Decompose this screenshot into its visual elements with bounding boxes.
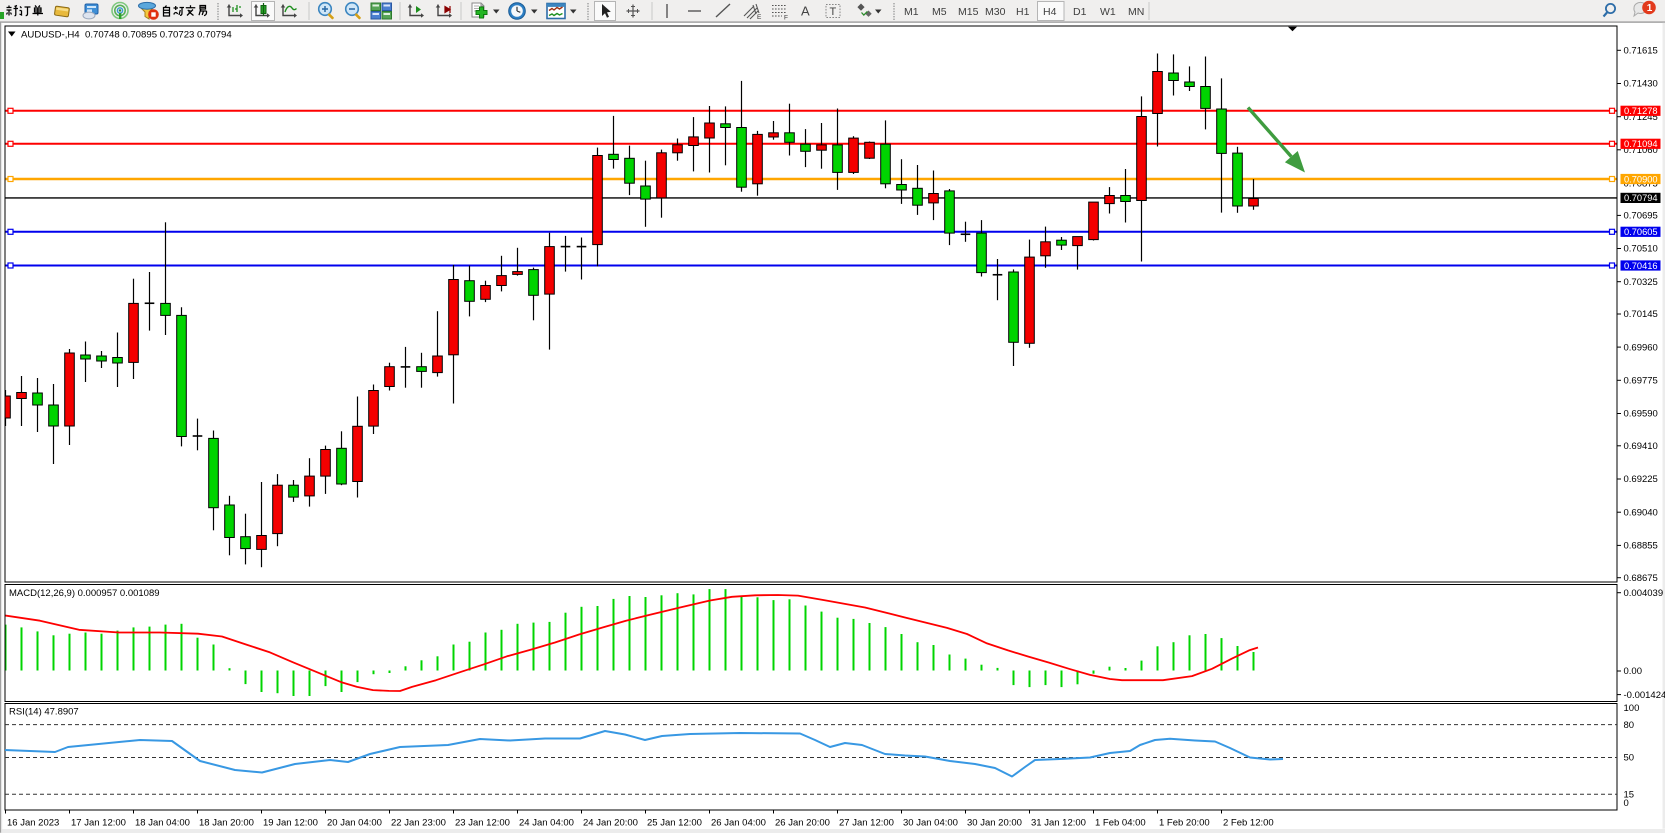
svg-text:1 Feb 20:00: 1 Feb 20:00 — [1159, 818, 1210, 829]
svg-text:25 Jan 12:00: 25 Jan 12:00 — [647, 818, 702, 829]
svg-text:M5: M5 — [932, 6, 947, 18]
svg-text:18 Jan 04:00: 18 Jan 04:00 — [135, 818, 190, 829]
svg-text:M1: M1 — [904, 6, 919, 18]
svg-text:26 Jan 04:00: 26 Jan 04:00 — [711, 818, 766, 829]
svg-text:30 Jan 20:00: 30 Jan 20:00 — [967, 818, 1022, 829]
svg-text:24 Jan 04:00: 24 Jan 04:00 — [519, 818, 574, 829]
svg-text:15: 15 — [1624, 790, 1635, 801]
svg-text:M30: M30 — [985, 6, 1006, 18]
svg-text:-0.001424: -0.001424 — [1624, 690, 1665, 701]
svg-text:0.69960: 0.69960 — [1624, 342, 1658, 353]
svg-text:31 Jan 12:00: 31 Jan 12:00 — [1031, 818, 1086, 829]
svg-text:0.70695: 0.70695 — [1624, 211, 1658, 222]
svg-text:T: T — [830, 6, 837, 18]
svg-text:2 Feb 12:00: 2 Feb 12:00 — [1223, 818, 1274, 829]
svg-text:19 Jan 12:00: 19 Jan 12:00 — [263, 818, 318, 829]
svg-text:AUDUSD-,H4: AUDUSD-,H4 — [21, 29, 80, 40]
svg-text:80: 80 — [1624, 720, 1635, 731]
svg-text:0.69225: 0.69225 — [1624, 474, 1658, 485]
svg-text:30 Jan 04:00: 30 Jan 04:00 — [903, 818, 958, 829]
svg-text:1 Feb 04:00: 1 Feb 04:00 — [1095, 818, 1146, 829]
svg-text:20 Jan 04:00: 20 Jan 04:00 — [327, 818, 382, 829]
svg-text:E: E — [757, 14, 762, 21]
svg-text:H1: H1 — [1016, 6, 1030, 18]
svg-text:0.69590: 0.69590 — [1624, 409, 1658, 420]
svg-text:0.70748 0.70895 0.70723 0.7079: 0.70748 0.70895 0.70723 0.70794 — [85, 29, 232, 40]
svg-text:24 Jan 20:00: 24 Jan 20:00 — [583, 818, 638, 829]
svg-text:0.68855: 0.68855 — [1624, 541, 1658, 552]
svg-text:0.70145: 0.70145 — [1624, 309, 1658, 320]
svg-text:0.70900: 0.70900 — [1624, 174, 1658, 184]
svg-text:50: 50 — [1624, 753, 1635, 764]
svg-text:0.71094: 0.71094 — [1624, 139, 1658, 149]
svg-text:1: 1 — [1647, 3, 1653, 14]
svg-text:0.004039: 0.004039 — [1624, 588, 1664, 599]
svg-text:26 Jan 20:00: 26 Jan 20:00 — [775, 818, 830, 829]
svg-text:0.71245: 0.71245 — [1624, 112, 1658, 123]
svg-text:0.70794: 0.70794 — [1624, 193, 1658, 203]
svg-text:0.71278: 0.71278 — [1624, 106, 1658, 116]
svg-text:A: A — [801, 4, 810, 19]
svg-text:100: 100 — [1624, 703, 1640, 714]
svg-text:RSI(14) 47.8907: RSI(14) 47.8907 — [9, 707, 79, 718]
svg-text:0.70416: 0.70416 — [1624, 261, 1658, 271]
svg-text:F: F — [784, 15, 788, 22]
svg-text:0.00: 0.00 — [1624, 666, 1643, 677]
svg-text:0.68675: 0.68675 — [1624, 573, 1658, 584]
svg-text:18 Jan 20:00: 18 Jan 20:00 — [199, 818, 254, 829]
svg-text:0.71615: 0.71615 — [1624, 46, 1658, 57]
svg-text:23 Jan 12:00: 23 Jan 12:00 — [455, 818, 510, 829]
svg-text:0.69775: 0.69775 — [1624, 376, 1658, 387]
svg-text:0.70510: 0.70510 — [1624, 244, 1658, 255]
svg-text:0.71060: 0.71060 — [1624, 145, 1658, 156]
svg-text:0.70605: 0.70605 — [1624, 227, 1658, 237]
svg-text:0.71430: 0.71430 — [1624, 79, 1658, 90]
svg-text:M15: M15 — [958, 6, 979, 18]
svg-text:0.69410: 0.69410 — [1624, 441, 1658, 452]
svg-text:0.70325: 0.70325 — [1624, 277, 1658, 288]
svg-text:27 Jan 12:00: 27 Jan 12:00 — [839, 818, 894, 829]
svg-text:MN: MN — [1128, 6, 1144, 18]
svg-text:D1: D1 — [1073, 6, 1087, 18]
svg-text:22 Jan 23:00: 22 Jan 23:00 — [391, 818, 446, 829]
svg-text:0.69040: 0.69040 — [1624, 507, 1658, 518]
svg-text:17 Jan 12:00: 17 Jan 12:00 — [71, 818, 126, 829]
svg-text:0: 0 — [1624, 798, 1629, 809]
svg-text:H4: H4 — [1043, 6, 1057, 18]
svg-text:W1: W1 — [1100, 6, 1116, 18]
svg-text:16 Jan 2023: 16 Jan 2023 — [7, 818, 59, 829]
svg-text:MACD(12,26,9) 0.000957 0.00108: MACD(12,26,9) 0.000957 0.001089 — [9, 588, 160, 599]
